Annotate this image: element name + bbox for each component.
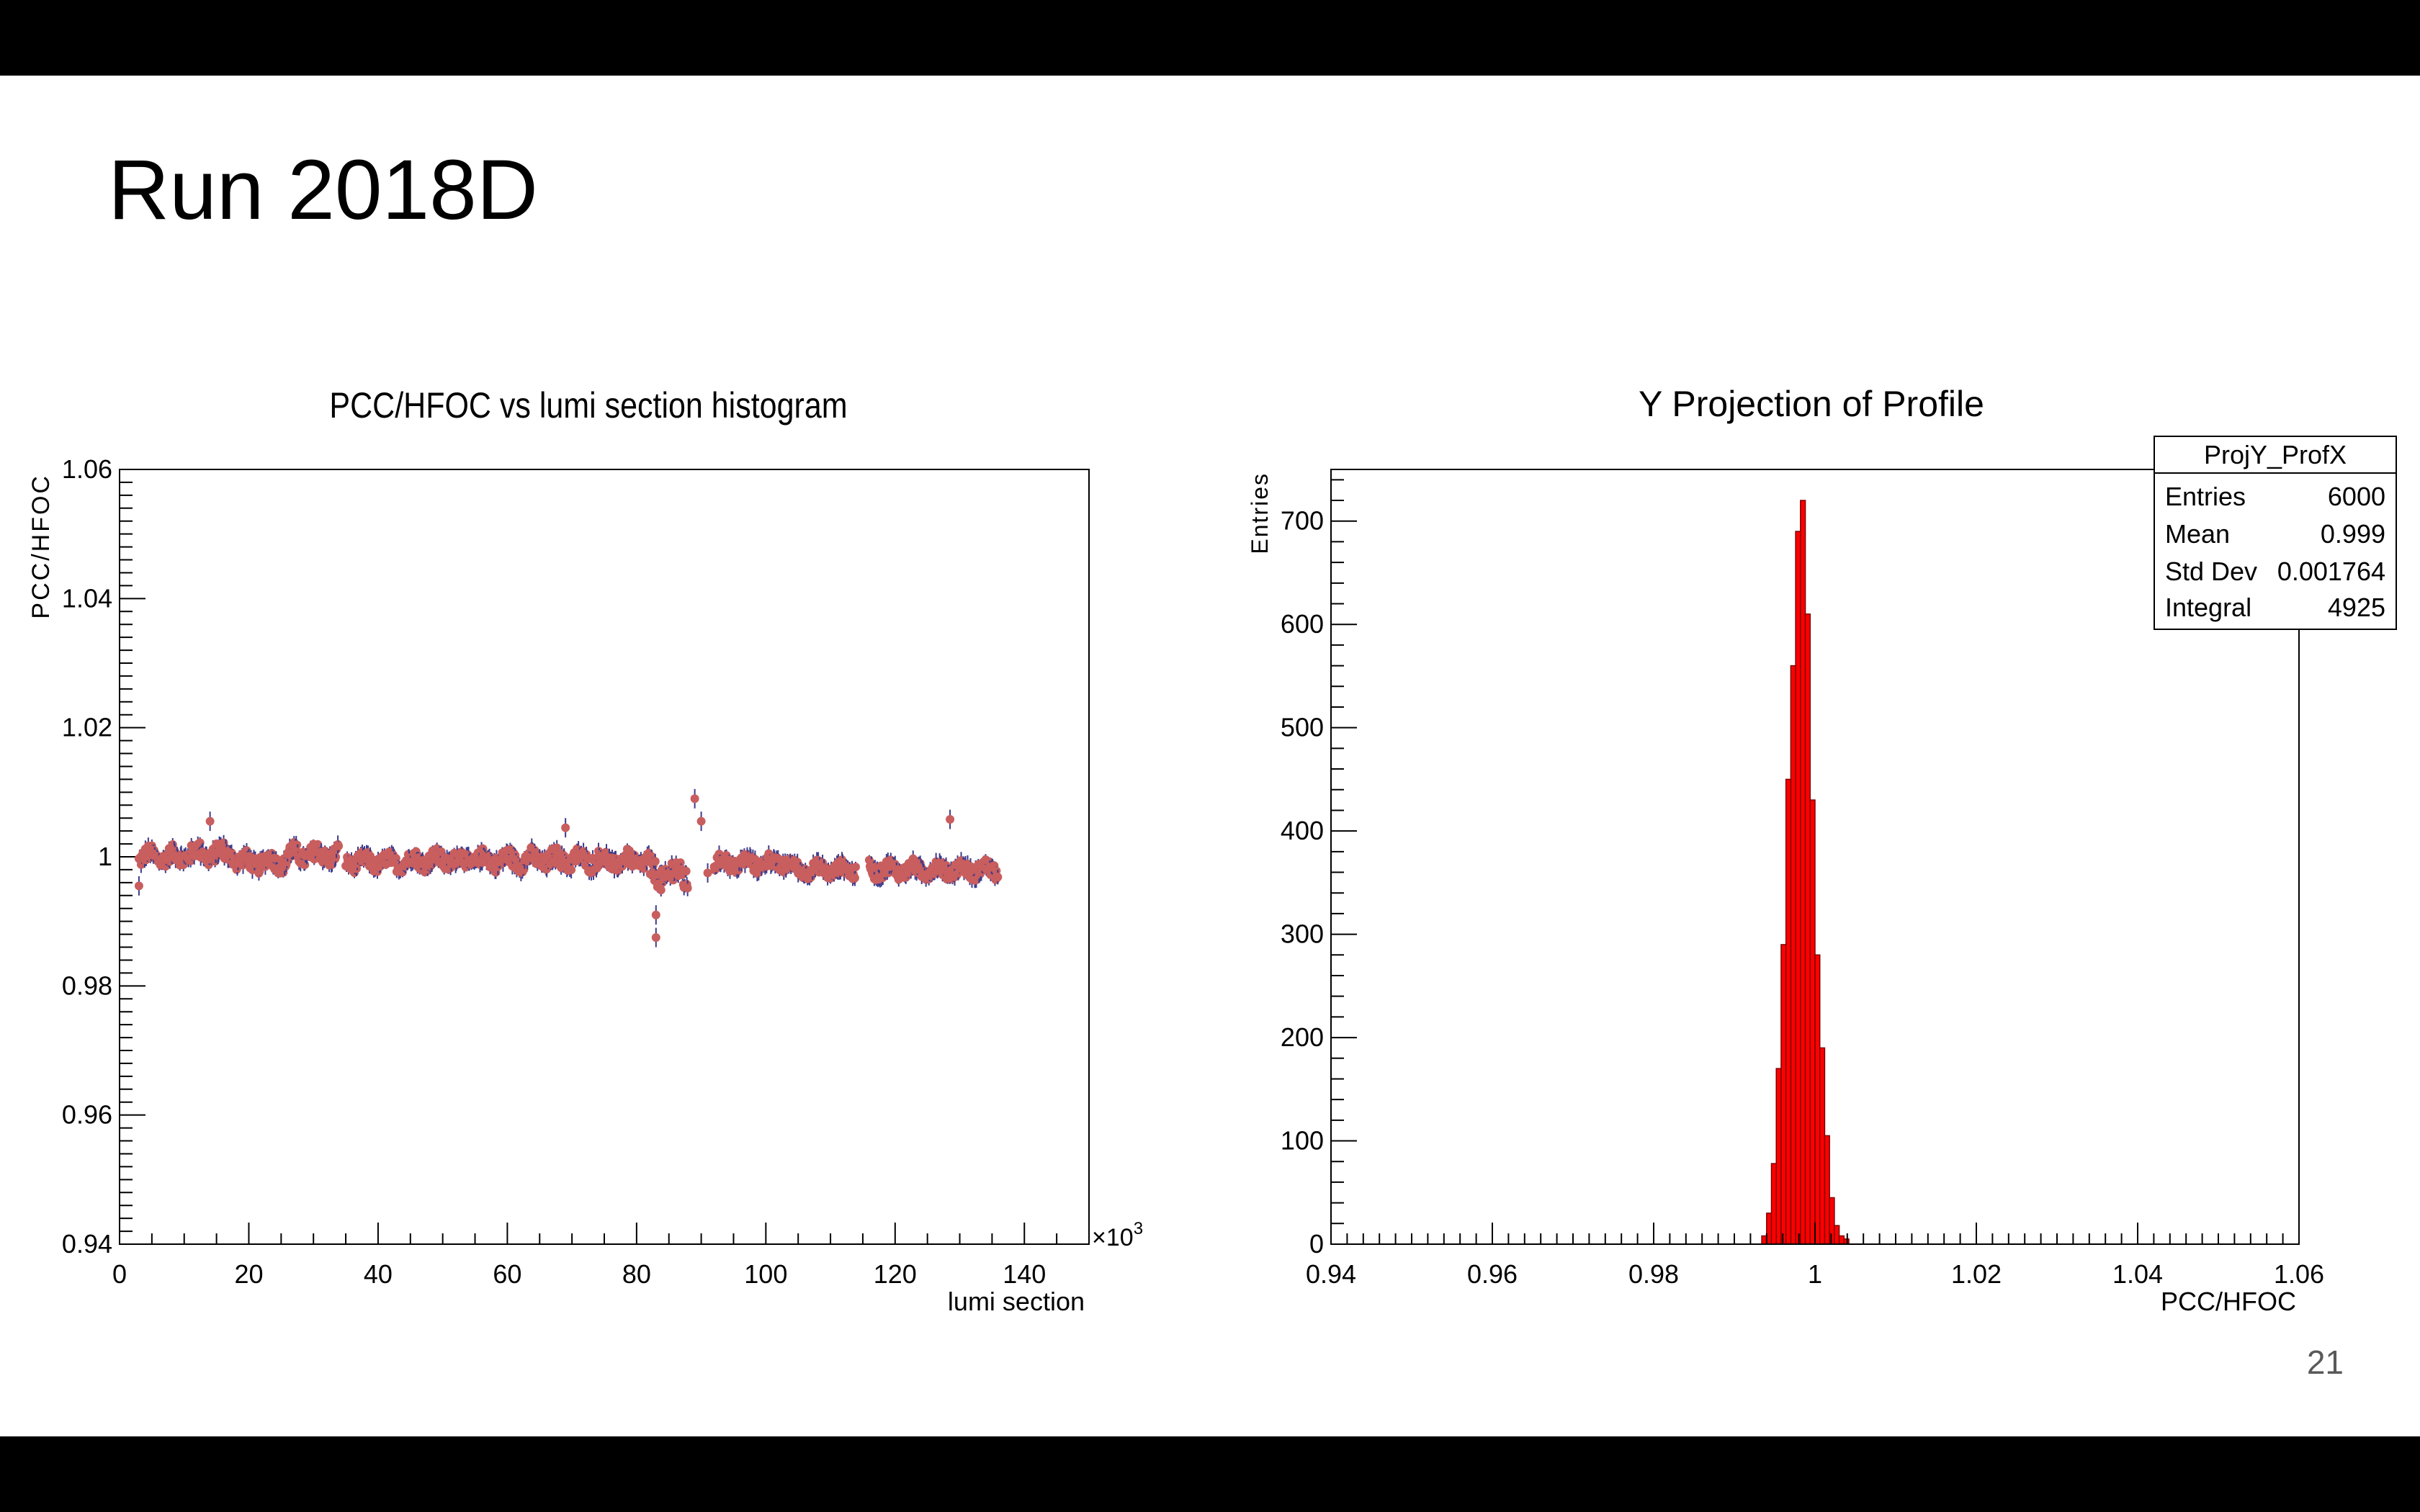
x-tick-label: 20 (234, 1259, 263, 1289)
y-tick-label: 200 (1281, 1022, 1324, 1052)
x-tick-label: 1.02 (1951, 1259, 2002, 1289)
y-tick-label: 500 (1281, 713, 1324, 742)
stats-integral-label: Integral (2165, 593, 2251, 622)
y-tick-label: 0 (1309, 1229, 1324, 1259)
chart-title: PCC/HFOC vs lumi section histogram (329, 385, 847, 426)
data-point (676, 858, 685, 868)
stats-mean-value: 0.999 (2321, 519, 2385, 549)
histogram-bar (1829, 1197, 1835, 1245)
stats-stddev-label: Std Dev (2165, 557, 2257, 586)
plot-area: 0.94 0.96 0.98 1 1.02 1.04 1.06 0 100 200 300 400 50… (1281, 469, 2324, 1289)
x-tick-label: 1 (1808, 1259, 1822, 1289)
y-tick-label: 600 (1281, 609, 1324, 639)
x-tick-label: 100 (744, 1259, 787, 1289)
stats-box-frame (2154, 436, 2397, 630)
x-tick-label: 40 (364, 1259, 393, 1289)
stats-entries-label: Entries (2165, 482, 2246, 511)
y-tick-label: 1.06 (62, 454, 112, 484)
outlier-point (703, 868, 712, 878)
data-point (681, 867, 691, 876)
data-point (650, 857, 660, 866)
outlier-point (651, 933, 660, 942)
x-tick-label: 0.96 (1467, 1259, 1518, 1289)
stats-box-title: ProjY_ProfX (2204, 440, 2347, 469)
data-point (567, 865, 576, 875)
histogram-bar (1824, 1135, 1830, 1245)
y-tick-label: 1.04 (62, 583, 112, 613)
histogram-bar (1843, 1238, 1850, 1245)
data-point (851, 863, 860, 872)
histogram-bar (1780, 944, 1787, 1245)
slide (0, 76, 2420, 1436)
y-tick-label: 1.02 (62, 713, 112, 742)
histogram-bar (1775, 1068, 1782, 1245)
x-tick-label: 1.04 (2112, 1259, 2163, 1289)
x-tick-label: 120 (874, 1259, 917, 1289)
y-tick-label: 400 (1281, 816, 1324, 845)
data-point (850, 873, 859, 883)
x-axis-label: PCC/HFOC (2161, 1287, 2296, 1316)
x-axis-label: lumi section (948, 1287, 1085, 1316)
y-axis-label: Entries (1247, 472, 1273, 554)
data-point (552, 843, 562, 852)
y-tick-label: 0.94 (62, 1229, 112, 1259)
data-point (993, 873, 1003, 882)
outlier-point (205, 816, 215, 826)
data-point (656, 886, 666, 895)
histogram-bar (1766, 1212, 1773, 1245)
histogram-bar (1785, 778, 1792, 1245)
y-tick-label: 300 (1281, 919, 1324, 949)
outlier-point (696, 816, 706, 826)
x-tick-label: 80 (622, 1259, 651, 1289)
data-point (519, 865, 529, 874)
page-number: 21 (2306, 1344, 2344, 1381)
data-point (334, 842, 344, 851)
stats-entries-value: 6000 (2328, 482, 2385, 511)
outlier-point (561, 823, 570, 832)
outlier-point (651, 910, 660, 919)
x-tick-label: 0 (112, 1259, 127, 1289)
histogram-bar (1761, 1235, 1767, 1245)
outlier-point (946, 814, 955, 824)
chart-title: Y Projection of Profile (1639, 384, 1984, 424)
histogram-bar (1819, 1047, 1826, 1245)
histogram-bar (1800, 500, 1806, 1245)
histogram-bar (1795, 531, 1801, 1245)
y-tick-label: 0.96 (62, 1100, 112, 1130)
x-tick-label: 60 (493, 1259, 521, 1289)
x-axis-exponent: ×103 (1092, 1219, 1143, 1251)
y-tick-label: 0.98 (62, 971, 112, 1000)
x-tick-label: 0.98 (1628, 1259, 1679, 1289)
outlier-point (690, 794, 699, 804)
histogram-bar (1790, 665, 1796, 1245)
histogram-bar (1834, 1225, 1840, 1245)
histogram-bar (1770, 1163, 1777, 1245)
stats-box: ProjY_ProfX Entries 6000 Mean 0.999 Std … (2154, 436, 2397, 630)
y-axis-label: PCC/HFOC (27, 474, 55, 619)
outlier-point (134, 881, 143, 891)
histogram-y-projection: Y Projection of Profile 0.94 0.96 0.98 1 1.0… (1247, 384, 2397, 1316)
stats-mean-label: Mean (2165, 519, 2230, 549)
x-tick-label: 140 (1003, 1259, 1046, 1289)
histogram-bar (1838, 1235, 1845, 1245)
slide-title: Run 2018D (108, 143, 538, 238)
data-point (683, 883, 692, 893)
x-tick-label: 1.06 (2274, 1259, 2324, 1289)
x-tick-label: 0.94 (1306, 1259, 1356, 1289)
histogram-bar (1804, 613, 1811, 1245)
y-tick-label: 100 (1281, 1126, 1324, 1156)
plot-area: 0 20 40 60 80 100 120 140 0.94 0.96 0.98 1 1.02 1.04 1… (62, 454, 1090, 1289)
stats-stddev-value: 0.001764 (2277, 557, 2385, 586)
y-tick-label: 700 (1281, 506, 1324, 536)
histogram-bar (1809, 799, 1816, 1245)
y-tick-label: 1 (98, 842, 112, 871)
scatter-chart-pcc-hfoc-vs-lumi: PCC/HFOC vs lumi section histogram 0 20 40… (27, 385, 1143, 1316)
histogram-bar (1814, 954, 1821, 1245)
stats-integral-value: 4925 (2328, 593, 2385, 622)
